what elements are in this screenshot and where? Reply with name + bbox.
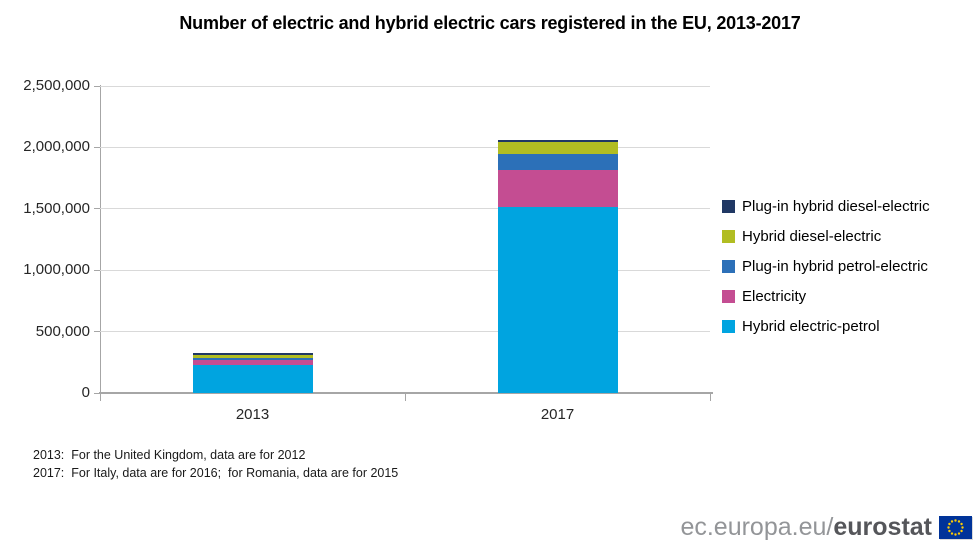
bar-2017-segment-plug-in-hybrid-petrol-electric: [497, 154, 618, 171]
gridline-1-500-000: [100, 208, 710, 210]
legend-item-hybrid-diesel-electric: Hybrid diesel-electric: [722, 227, 930, 245]
bar-2013-segment-plug-in-hybrid-petrol-electric: [192, 357, 313, 360]
legend-item-plug-in-hybrid-petrol-electric: Plug-in hybrid petrol-electric: [722, 257, 930, 275]
bar-2013-segment-electricity: [192, 359, 313, 366]
legend-item-hybrid-electric-petrol: Hybrid electric-petrol: [722, 317, 930, 335]
y-axis-tick-label: 1,000,000: [23, 261, 90, 279]
y-axis-tick: [94, 85, 100, 87]
y-axis-tick: [94, 146, 100, 148]
legend-label: Hybrid electric-petrol: [742, 317, 880, 335]
legend-item-electricity: Electricity: [722, 287, 930, 305]
y-axis-tick: [94, 392, 100, 394]
gridline-1-000-000: [100, 269, 710, 271]
x-axis-line: [99, 392, 713, 394]
y-axis-tick-label: 500,000: [35, 322, 90, 340]
legend-item-plug-in-hybrid-diesel-electric: Plug-in hybrid diesel-electric: [722, 197, 930, 215]
bar-2013-segment-plug-in-hybrid-diesel-electric: [192, 352, 313, 355]
bar-2013-segment-hybrid-electric-petrol: [192, 365, 313, 393]
legend-swatch-icon: [722, 259, 735, 273]
bar-2017-segment-hybrid-diesel-electric: [497, 141, 618, 155]
x-axis-tick: [405, 394, 406, 401]
y-axis-line: [100, 85, 101, 393]
y-axis-tick: [94, 331, 100, 333]
y-axis-tick-label: 2,000,000: [23, 138, 90, 156]
footnote-line-2: 2017: For Italy, data are for 2016; for …: [33, 466, 399, 480]
legend-swatch-icon: [722, 229, 735, 243]
gridline-500-000: [100, 331, 710, 333]
y-axis-tick-label: 1,500,000: [23, 199, 90, 217]
y-axis-tick: [94, 269, 100, 271]
legend-label: Hybrid diesel-electric: [742, 227, 882, 245]
x-axis-tick: [710, 394, 711, 401]
footnote-line-1: 2013: For the United Kingdom, data are f…: [33, 448, 306, 462]
x-axis-category-label-2013: 2013: [235, 406, 270, 423]
y-axis-tick-label: 0: [81, 384, 90, 401]
y-axis-tick-label: 2,500,000: [23, 77, 90, 94]
legend-swatch-icon: [722, 289, 735, 303]
legend-label: Plug-in hybrid diesel-electric: [742, 197, 930, 215]
legend-swatch-icon: [722, 199, 735, 213]
x-axis-category-label-2017: 2017: [540, 406, 575, 423]
legend-label: Electricity: [742, 287, 807, 305]
footnotes: 2013: For the United Kingdom, data are f…: [33, 446, 398, 482]
eurostat-brand-text: eurostat: [833, 513, 932, 541]
bar-2013-segment-hybrid-diesel-electric: [192, 354, 313, 358]
bar-2017-segment-hybrid-electric-petrol: [497, 206, 618, 393]
eu-flag-icon: [939, 516, 972, 539]
bar-2017-segment-plug-in-hybrid-diesel-electric: [497, 140, 618, 142]
legend-swatch-icon: [722, 319, 735, 333]
gridline-2-500-000: [100, 85, 710, 87]
y-axis-tick: [94, 208, 100, 210]
gridline-2-000-000: [100, 146, 710, 148]
legend-label: Plug-in hybrid petrol-electric: [742, 257, 928, 275]
bar-2017-segment-electricity: [497, 170, 618, 207]
chart-title: Number of electric and hybrid electric c…: [179, 13, 801, 33]
x-axis-tick: [100, 394, 101, 401]
eurostat-url-text: ec.europa.eu/: [680, 513, 834, 541]
legend: Plug-in hybrid diesel-electric Hybrid die…: [722, 197, 930, 349]
eurostat-logo: ec.europa.eu/ eurostat: [680, 513, 972, 542]
